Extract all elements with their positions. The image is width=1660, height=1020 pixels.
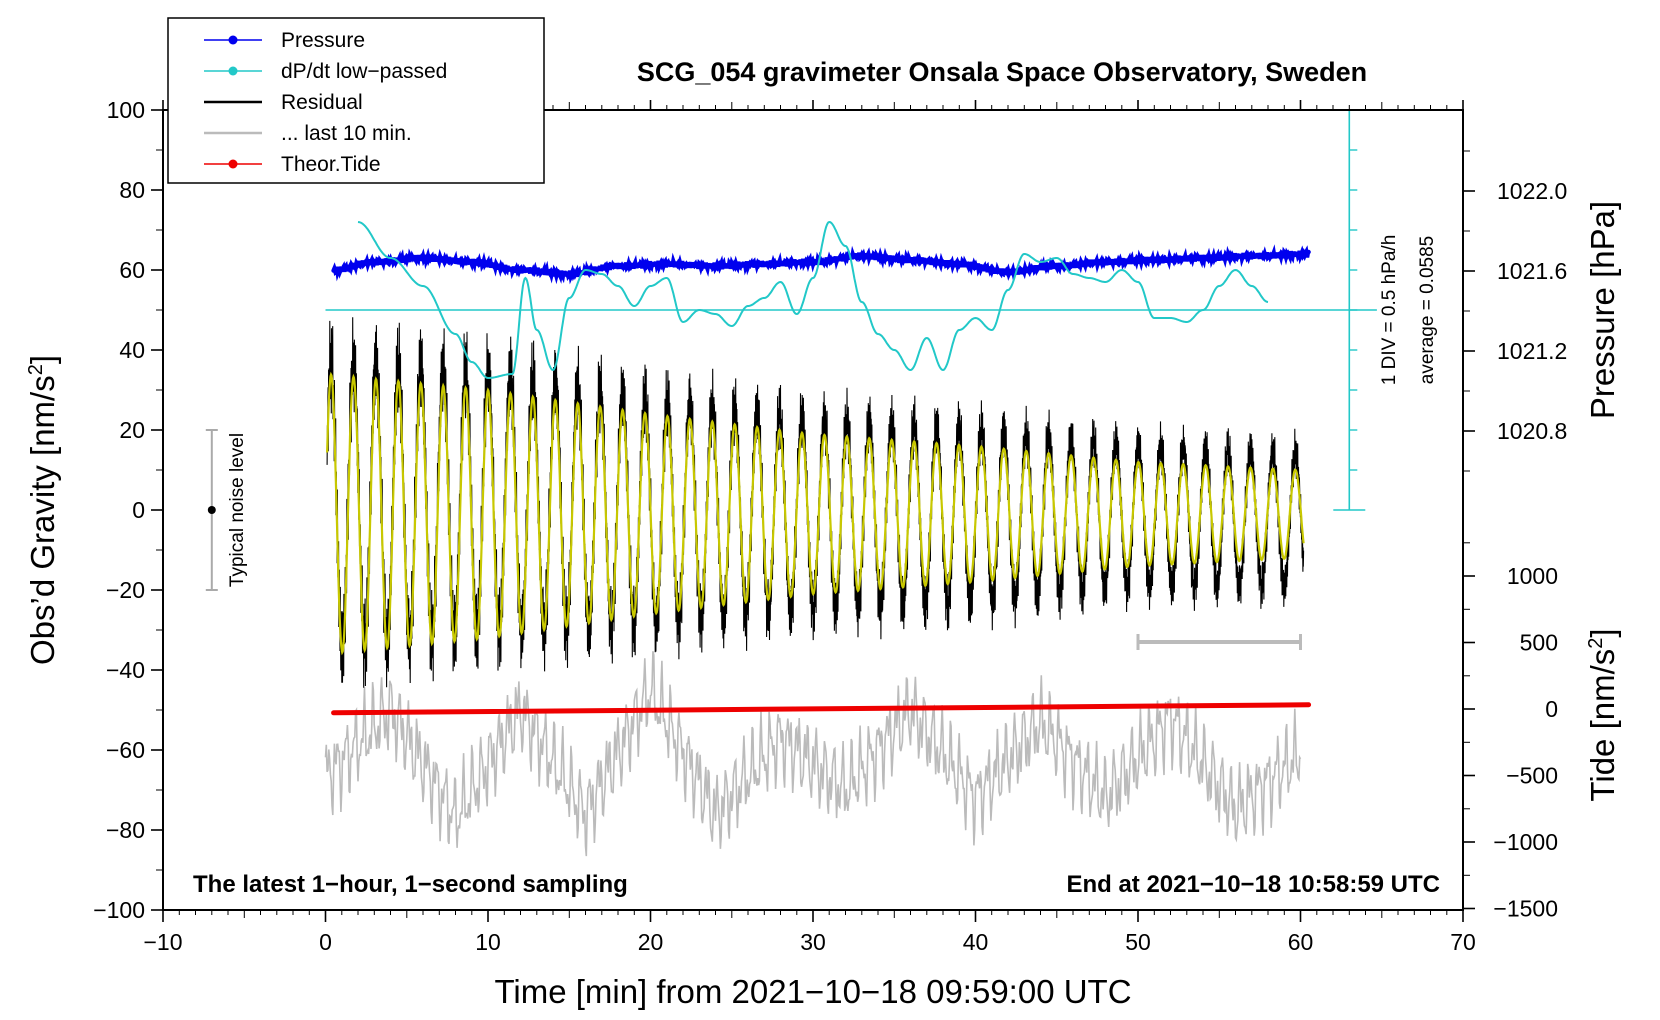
x-tick-label: 30 bbox=[800, 929, 826, 955]
gravity-axis: −100 −80 −60 −40 −20 0 20 40 60 80 100 bbox=[93, 97, 163, 923]
scale-bar-average: average = 0.0585 bbox=[1417, 236, 1438, 384]
legend: Pressure dP/dt low−passed Residual ... last… bbox=[167, 17, 545, 184]
tide-axis-title-sup: 2 bbox=[1585, 638, 1607, 649]
scale-bar-label: 1 DIV = 0.5 hPa/h bbox=[1379, 235, 1400, 386]
legend-label: Pressure bbox=[281, 29, 365, 52]
noise-level-center bbox=[207, 506, 216, 514]
legend-dot bbox=[228, 35, 238, 45]
dpdt-series bbox=[357, 220, 1269, 379]
pressure-tick-label: 1022.0 bbox=[1497, 178, 1567, 204]
x-tick-label: 70 bbox=[1450, 929, 1476, 955]
x-axis: −10 0 10 20 30 40 50 60 70 bbox=[143, 100, 1476, 955]
chart-title: SCG_054 gravimeter Onsala Space Observat… bbox=[637, 57, 1367, 87]
tide-axis-title: Tide [nm/s2] bbox=[1584, 628, 1621, 801]
tide-tick-label: 500 bbox=[1520, 630, 1558, 656]
pressure-axis-title: Pressure [hPa] bbox=[1584, 201, 1621, 419]
gravity-tick-label: 80 bbox=[119, 177, 145, 203]
legend-label: Theor.Tide bbox=[281, 153, 381, 176]
noise-level-label: Typical noise level bbox=[227, 433, 248, 587]
pressure-tick-label: 1021.6 bbox=[1497, 258, 1567, 284]
x-axis-title: Time [min] from 2021−10−18 09:59:00 UTC bbox=[494, 973, 1131, 1010]
gravity-tick-label: −20 bbox=[106, 577, 145, 603]
x-tick-label: −10 bbox=[143, 929, 182, 955]
gravity-tick-label: 100 bbox=[107, 97, 145, 123]
footer-right-note: End at 2021−10−18 10:58:59 UTC bbox=[1066, 871, 1440, 898]
pressure-series bbox=[331, 244, 1311, 285]
legend-label: dP/dt low−passed bbox=[281, 60, 447, 83]
tide-axis-title-close: ] bbox=[1584, 628, 1621, 637]
gravity-tick-label: 20 bbox=[119, 417, 145, 443]
gravity-tick-label: −60 bbox=[106, 737, 145, 763]
gravity-tick-label: −100 bbox=[93, 897, 145, 923]
gravity-axis-title: Obs’d Gravity [nm/s2] bbox=[24, 355, 61, 665]
pressure-tick-label: 1020.8 bbox=[1497, 418, 1567, 444]
legend-label: ... last 10 min. bbox=[281, 122, 412, 145]
x-tick-label: 50 bbox=[1125, 929, 1151, 955]
gravity-axis-title-main: Obs’d Gravity [nm/s bbox=[24, 375, 61, 665]
gravity-tick-label: −40 bbox=[106, 657, 145, 683]
tide-axis-title-main: Tide [nm/s bbox=[1584, 649, 1621, 802]
last-10-min-series bbox=[324, 651, 1302, 857]
x-tick-label: 40 bbox=[963, 929, 989, 955]
pressure-tide-axis: 1020.8 1021.2 1021.6 1022.0 1000 500 0 −500 −100… bbox=[1463, 150, 1567, 922]
tide-tick-label: 0 bbox=[1545, 696, 1558, 722]
residual-smoothed-series bbox=[326, 371, 1305, 656]
gravity-axis-title-close: ] bbox=[24, 355, 61, 364]
x-tick-label: 10 bbox=[475, 929, 501, 955]
legend-dot bbox=[228, 159, 238, 169]
x-tick-label: 60 bbox=[1288, 929, 1314, 955]
x-tick-label: 20 bbox=[638, 929, 664, 955]
legend-box bbox=[167, 17, 545, 184]
pressure-tick-label: 1021.2 bbox=[1497, 338, 1567, 364]
gravity-tick-label: 0 bbox=[132, 497, 145, 523]
tide-tick-label: −500 bbox=[1506, 763, 1558, 789]
tide-tick-label: 1000 bbox=[1507, 563, 1558, 589]
gravity-tick-label: 60 bbox=[119, 257, 145, 283]
legend-label: Residual bbox=[281, 91, 363, 114]
gravity-tick-label: −80 bbox=[106, 817, 145, 843]
gravity-axis-title-sup: 2 bbox=[25, 364, 47, 375]
tide-tick-label: −1000 bbox=[1493, 829, 1558, 855]
theor-tide-series bbox=[331, 702, 1312, 716]
gravity-tick-label: 40 bbox=[119, 337, 145, 363]
tide-tick-label: −1500 bbox=[1493, 896, 1558, 922]
footer-left-note: The latest 1−hour, 1−second sampling bbox=[193, 871, 628, 898]
x-tick-label: 0 bbox=[319, 929, 332, 955]
legend-dot bbox=[228, 66, 238, 76]
